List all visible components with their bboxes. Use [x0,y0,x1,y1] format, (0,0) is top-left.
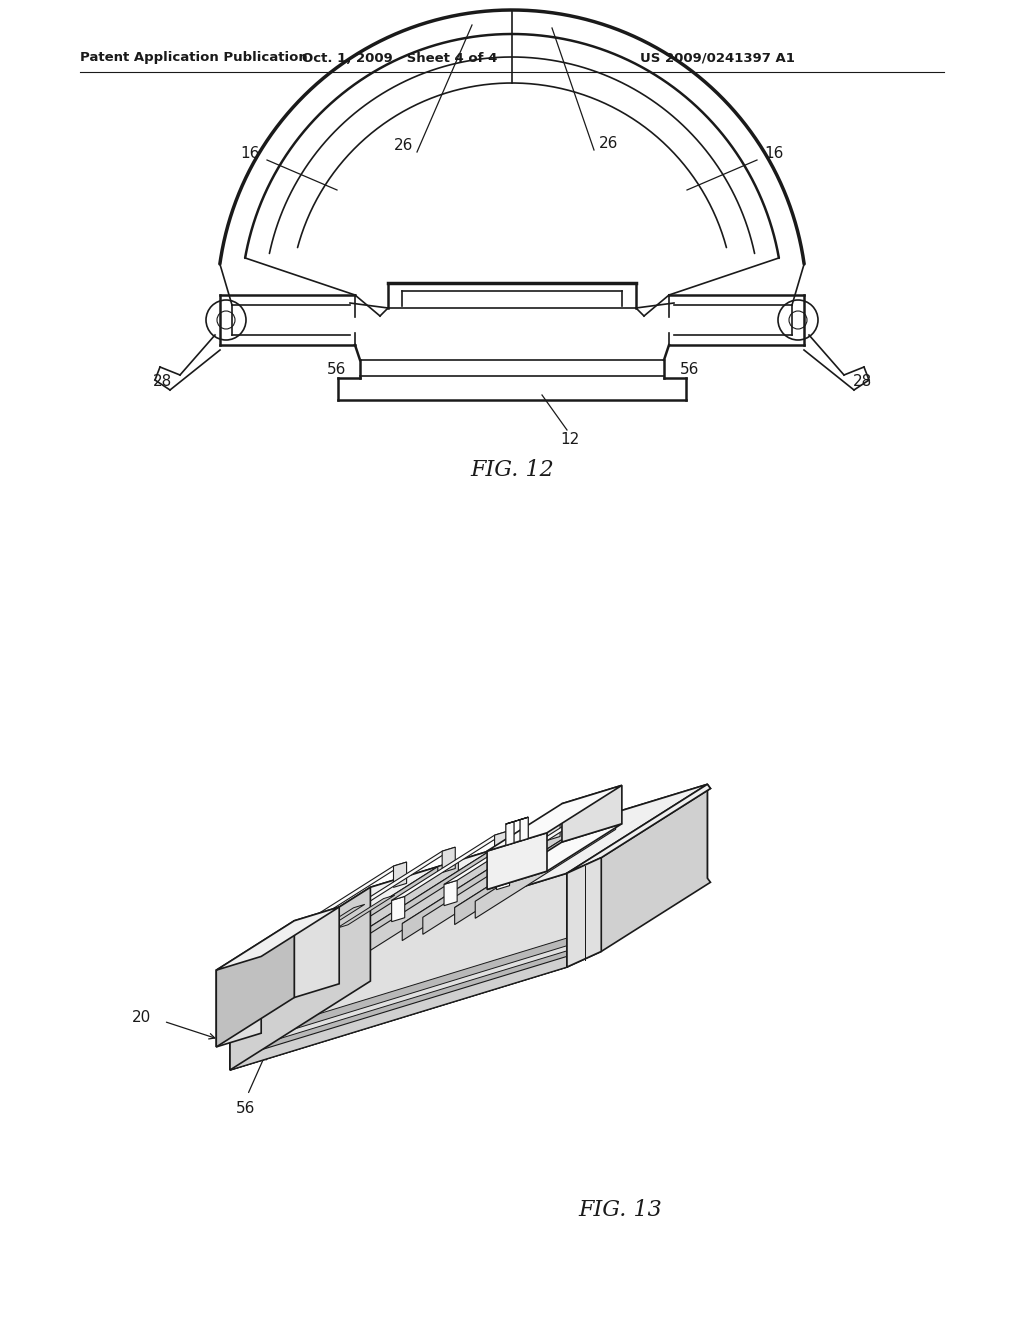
Polygon shape [294,907,339,998]
Polygon shape [230,939,567,1048]
Polygon shape [297,867,438,973]
Text: 26: 26 [394,137,414,153]
Text: 12: 12 [560,433,580,447]
Polygon shape [506,821,514,845]
Polygon shape [230,874,567,1071]
Polygon shape [371,784,708,981]
Polygon shape [350,845,511,940]
Polygon shape [444,816,560,884]
Polygon shape [291,862,407,932]
Polygon shape [391,896,404,921]
Text: 16: 16 [241,145,260,161]
Polygon shape [291,927,304,953]
Polygon shape [497,865,510,890]
Text: 26: 26 [599,136,618,150]
Polygon shape [230,887,371,1071]
Polygon shape [307,904,365,937]
Polygon shape [442,847,456,873]
Polygon shape [567,784,711,874]
Polygon shape [318,861,459,966]
Polygon shape [230,950,567,1061]
Polygon shape [393,862,407,887]
Text: Oct. 1, 2009   Sheet 4 of 4: Oct. 1, 2009 Sheet 4 of 4 [302,51,498,65]
Polygon shape [567,784,711,968]
Polygon shape [216,957,261,1047]
Text: 20: 20 [131,1010,151,1024]
Polygon shape [339,912,352,937]
Text: 28: 28 [852,375,871,389]
Polygon shape [230,878,708,1071]
Polygon shape [402,829,563,924]
Text: 28: 28 [153,375,172,389]
Polygon shape [487,824,622,890]
Polygon shape [402,834,543,941]
Polygon shape [339,847,456,916]
Polygon shape [297,861,459,956]
Text: US 2009/0241397 A1: US 2009/0241397 A1 [640,51,795,65]
Polygon shape [230,784,708,977]
Polygon shape [455,812,615,908]
Polygon shape [391,832,508,900]
Text: FIG. 12: FIG. 12 [470,459,554,480]
Polygon shape [562,785,622,842]
Polygon shape [371,845,511,950]
Polygon shape [487,833,547,890]
Text: 56: 56 [236,1101,255,1115]
Polygon shape [216,907,339,970]
Polygon shape [567,858,601,968]
Polygon shape [520,817,528,841]
Polygon shape [350,850,490,957]
Polygon shape [475,812,615,919]
Polygon shape [216,921,294,1047]
Polygon shape [599,799,612,825]
Polygon shape [497,799,612,869]
Polygon shape [444,880,457,906]
Polygon shape [423,829,563,935]
Text: 56: 56 [327,363,346,378]
Polygon shape [337,895,394,928]
Polygon shape [495,832,508,857]
Polygon shape [547,816,560,841]
Text: Patent Application Publication: Patent Application Publication [80,51,308,65]
Text: FIG. 13: FIG. 13 [579,1199,662,1221]
Text: 16: 16 [764,145,783,161]
Polygon shape [455,818,595,924]
Polygon shape [487,785,622,851]
Text: 56: 56 [680,363,699,378]
Polygon shape [230,957,567,1071]
Polygon shape [506,817,528,824]
